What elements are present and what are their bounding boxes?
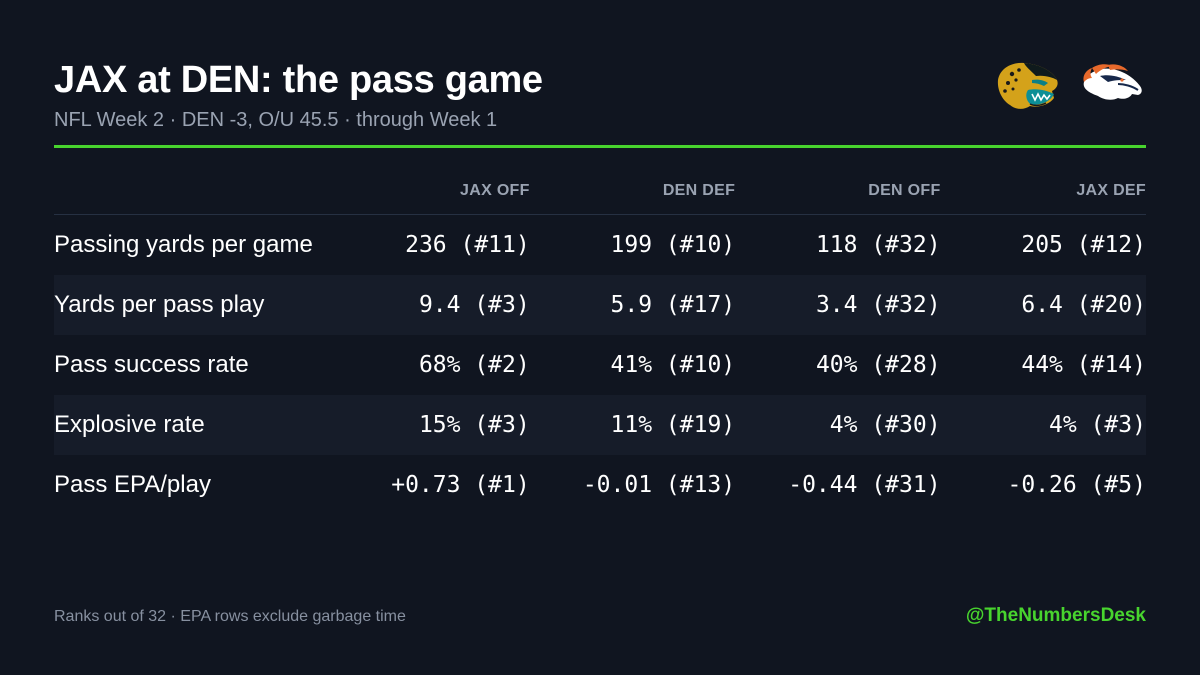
footnote: Ranks out of 32 · EPA rows exclude garba… (54, 608, 406, 625)
table-cell: 4% (#3) (1049, 412, 1146, 438)
table-cell: 15% (#3) (418, 412, 530, 438)
table-row: Explosive rate 15% (#3) 11% (#19) 4% (#3… (54, 395, 1146, 455)
author-handle: @TheNumbersDesk (965, 605, 1146, 626)
table-cell: 44% (#14) (1021, 352, 1146, 378)
table-cell: 205 (#12) (1021, 232, 1146, 258)
table-cell: -0.26 (#5) (1007, 472, 1146, 498)
header: JAX at DEN: the pass game NFL Week 2 · D… (54, 58, 543, 132)
bronco-head-logo (1083, 64, 1142, 100)
column-header: DEN OFF (868, 182, 941, 199)
table-cell: 40% (#28) (815, 352, 941, 378)
table-cell: 11% (#19) (610, 412, 736, 438)
table-cell: 41% (#10) (610, 352, 736, 378)
column-header: JAX OFF (460, 182, 530, 199)
stats-table: JAX OFF DEN DEF DEN OFF JAX DEF Passing … (54, 168, 1146, 515)
table-cell: 4% (#30) (829, 412, 941, 438)
table-cell: 9.4 (#3) (418, 292, 530, 318)
column-header: DEN DEF (662, 182, 736, 199)
table-cell: 68% (#2) (418, 352, 530, 378)
page-title: JAX at DEN: the pass game (54, 59, 543, 101)
accent-divider (54, 145, 1146, 148)
table-row: Pass EPA/play +0.73 (#1) -0.01 (#13) -0.… (54, 455, 1146, 515)
row-label: Explosive rate (54, 411, 205, 438)
table-cell: -0.01 (#13) (582, 472, 736, 498)
page-subtitle: NFL Week 2 · DEN -3, O/U 45.5 · through … (54, 109, 498, 131)
team-logos (994, 58, 1146, 114)
table-cell: 236 (#11) (405, 232, 530, 258)
column-header: JAX DEF (1076, 182, 1146, 199)
table-row: Passing yards per game 236 (#11) 199 (#1… (54, 215, 1146, 275)
table-cell: 199 (#10) (610, 232, 736, 258)
table-cell: 118 (#32) (815, 232, 941, 258)
row-label: Pass EPA/play (54, 471, 211, 498)
table-row: Pass success rate 68% (#2) 41% (#10) 40%… (54, 335, 1146, 395)
row-label: Pass success rate (54, 351, 249, 378)
row-label: Yards per pass play (54, 291, 265, 318)
table-cell: 6.4 (#20) (1021, 292, 1146, 318)
row-label: Passing yards per game (54, 231, 313, 258)
table-cell: 3.4 (#32) (815, 292, 941, 318)
table-header-row: JAX OFF DEN DEF DEN OFF JAX DEF (54, 168, 1146, 215)
table-cell: 5.9 (#17) (610, 292, 736, 318)
jaguar-head-logo (997, 62, 1058, 109)
table-row: Yards per pass play 9.4 (#3) 5.9 (#17) 3… (54, 275, 1146, 335)
table-cell: -0.44 (#31) (788, 472, 941, 498)
table-cell: +0.73 (#1) (391, 472, 530, 498)
